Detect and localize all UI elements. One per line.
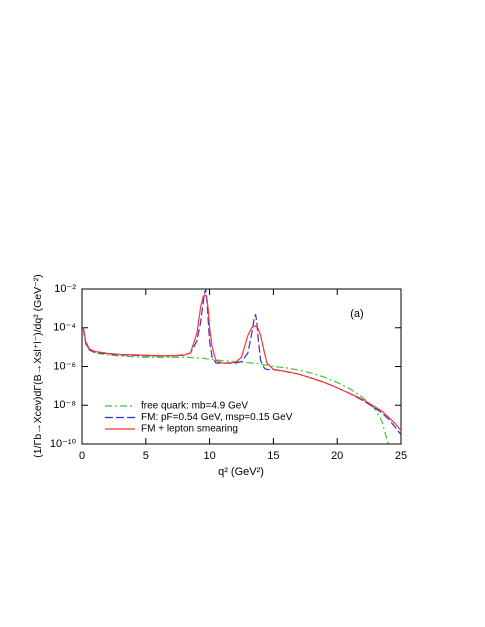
legend-label: free quark: mb=4.9 GeV [141,401,248,412]
x-tick-label: 15 [267,450,279,462]
legend-label: FM + lepton smearing [141,424,238,435]
y-axis-label: (1/Γb→Xceν)dΓ(B→Xsl⁺l⁻)/dq² (GeV⁻²) [32,274,44,457]
y-tick-label: 10⁻² [54,283,76,295]
x-tick-label: 10 [203,450,215,462]
x-axis-label: q² (GeV²) [218,466,264,478]
legend-label: FM: pF=0.54 GeV, msp=0.15 GeV [141,412,293,423]
x-tick-label: 20 [331,450,343,462]
y-tick-label: 10⁻⁴ [53,322,76,334]
y-tick-label: 10⁻⁸ [53,399,76,411]
series-line [82,329,389,445]
x-tick-label: 0 [79,450,85,462]
y-tick-label: 10⁻¹⁰ [50,438,77,450]
annotation: (a) [350,308,363,320]
x-tick-label: 5 [143,450,149,462]
y-tick-label: 10⁻⁶ [53,360,76,372]
series-line [82,293,402,431]
x-tick-label: 25 [395,450,407,462]
